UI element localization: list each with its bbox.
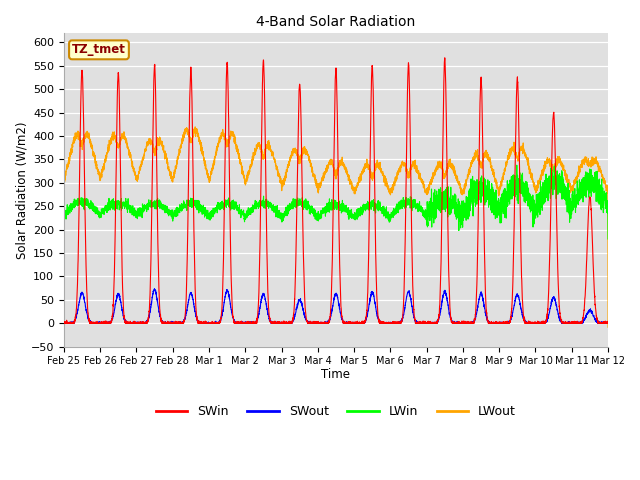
Legend: SWin, SWout, LWin, LWout: SWin, SWout, LWin, LWout	[151, 400, 521, 423]
Text: TZ_tmet: TZ_tmet	[72, 43, 126, 56]
Title: 4-Band Solar Radiation: 4-Band Solar Radiation	[256, 15, 415, 29]
Y-axis label: Solar Radiation (W/m2): Solar Radiation (W/m2)	[15, 121, 28, 259]
X-axis label: Time: Time	[321, 368, 351, 381]
